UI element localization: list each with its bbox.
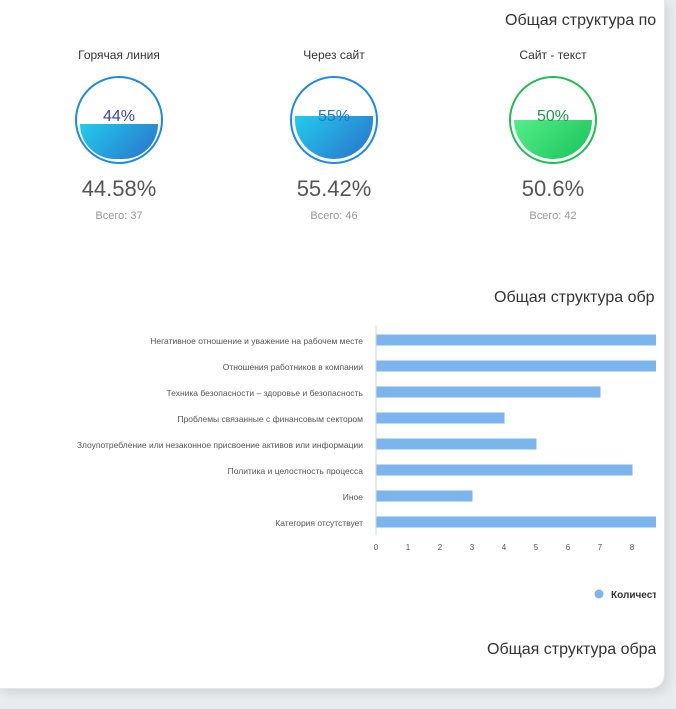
gauge-inner-percent: 50%	[536, 108, 570, 125]
legend-label[interactable]: Количест	[611, 590, 656, 601]
category-label: Негативное отношение и уважение на рабоч…	[150, 336, 363, 346]
bar[interactable]	[376, 490, 473, 502]
category-label: Отношения работников в компании	[223, 362, 364, 372]
gauge-inner-percent: 55%	[317, 108, 351, 125]
bar[interactable]	[376, 516, 657, 528]
dashboard-content: Общая структура по Горячая линия 44% 44.…	[49, 12, 657, 658]
bar[interactable]	[376, 464, 633, 476]
gauge-value: 55.42%	[296, 176, 372, 201]
gauge-site-text: Сайт - текст 50% 50.6% Всего: 42	[483, 48, 623, 222]
gauge-value: 50.6%	[521, 176, 585, 201]
category-label: Техника безопасности – здоровье и безопа…	[166, 388, 363, 398]
gauge-circle: 44%	[75, 76, 163, 164]
bar[interactable]	[376, 360, 657, 372]
gauge-hotline: Горячая линия 44% 44.58% Всего: 37	[49, 48, 189, 222]
gauge-website: Через сайт 55% 55.42% Всего: 46	[264, 48, 404, 222]
x-tick-label: 3	[470, 543, 475, 552]
legend-marker[interactable]	[594, 589, 604, 599]
x-tick-label: 8	[630, 543, 635, 552]
gauge-inner-percent: 44%	[102, 108, 136, 125]
category-label: Категория отсутствует	[275, 518, 363, 528]
gauge-circle: 55%	[290, 76, 378, 164]
category-label: Проблемы связанные с финансовым сектором	[177, 414, 363, 424]
x-tick-label: 1	[406, 543, 411, 552]
x-tick-label: 7	[598, 543, 603, 552]
x-tick-label: 0	[374, 543, 379, 552]
gauge-label: Сайт - текст	[519, 48, 587, 62]
gauge-label: Горячая линия	[78, 48, 160, 62]
bar[interactable]	[376, 386, 601, 398]
gauge-value: 44.58%	[81, 176, 157, 201]
category-label: Иное	[343, 492, 364, 502]
gauge-label: Через сайт	[303, 48, 365, 62]
bar[interactable]	[376, 412, 505, 424]
category-label: Политика и целостность процесса	[228, 466, 364, 476]
gauge-total: Всего: 42	[529, 210, 577, 222]
gauge-circle: 50%	[509, 76, 597, 164]
x-tick-label: 5	[534, 543, 539, 552]
category-bar-chart: Негативное отношение и уважение на рабоч…	[77, 325, 657, 601]
dashboard-card: Общая структура по Горячая линия 44% 44.…	[0, 0, 665, 689]
category-label: Злоупотребление или незаконное присвоени…	[77, 440, 363, 450]
bar[interactable]	[376, 438, 537, 450]
x-tick-label: 2	[438, 543, 443, 552]
gauge-total: Всего: 37	[95, 210, 143, 222]
x-tick-label: 6	[566, 543, 571, 552]
section-title-third: Общая структура обра	[487, 641, 656, 658]
gauge-total: Всего: 46	[310, 210, 358, 222]
x-tick-label: 4	[502, 543, 507, 552]
bar[interactable]	[376, 334, 657, 346]
section-title-channels: Общая структура по	[505, 12, 656, 29]
gauge-fill	[80, 124, 158, 159]
section-title-categories: Общая структура обр	[494, 289, 655, 306]
